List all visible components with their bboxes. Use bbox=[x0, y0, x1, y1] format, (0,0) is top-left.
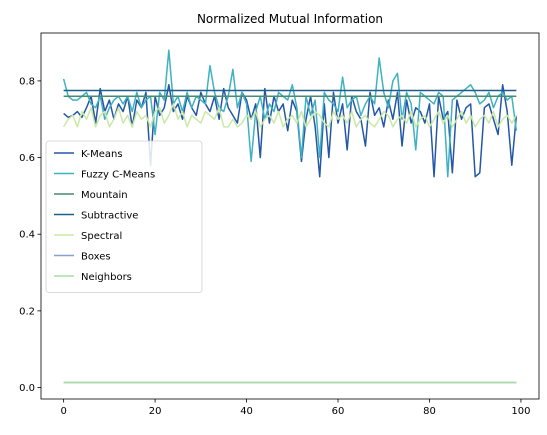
series-line-fuzzy-c-means bbox=[62, 49, 518, 178]
x-tick-label: 0 bbox=[60, 406, 66, 417]
series-line-k-means bbox=[63, 83, 518, 178]
y-tick-label: 0.0 bbox=[19, 383, 35, 394]
legend-box bbox=[45, 140, 203, 293]
legend-label: Mountain bbox=[81, 190, 128, 201]
legend-label: Boxes bbox=[81, 252, 111, 263]
legend-label: Spectral bbox=[81, 231, 122, 242]
plot-frame bbox=[40, 32, 540, 400]
legend-label: K-Means bbox=[81, 149, 123, 160]
x-tick-label: 20 bbox=[149, 406, 162, 417]
x-tick-label: 80 bbox=[423, 406, 436, 417]
x-tick-label: 60 bbox=[332, 406, 345, 417]
x-tick-label: 40 bbox=[240, 406, 253, 417]
y-tick-label: 0.6 bbox=[19, 153, 35, 164]
y-tick-label: 0.8 bbox=[19, 76, 35, 87]
legend-label: Subtractive bbox=[81, 211, 138, 222]
x-tick-label: 100 bbox=[511, 406, 530, 417]
y-tick-label: 0.4 bbox=[19, 230, 35, 241]
legend-label: Neighbors bbox=[81, 272, 132, 283]
y-tick-label: 0.2 bbox=[19, 306, 35, 317]
legend-label: Fuzzy C-Means bbox=[81, 170, 155, 181]
series-layer bbox=[62, 49, 518, 384]
x-axis: 0 20 40 60 80 100 bbox=[60, 399, 530, 417]
y-axis: 0.0 0.2 0.4 0.6 0.8 bbox=[19, 76, 41, 394]
chart-title: Normalized Mutual Information bbox=[197, 12, 383, 26]
legend: K-Means Fuzzy C-Means Mountain Subtractive S… bbox=[45, 140, 203, 293]
series-line-spectral bbox=[62, 103, 518, 128]
